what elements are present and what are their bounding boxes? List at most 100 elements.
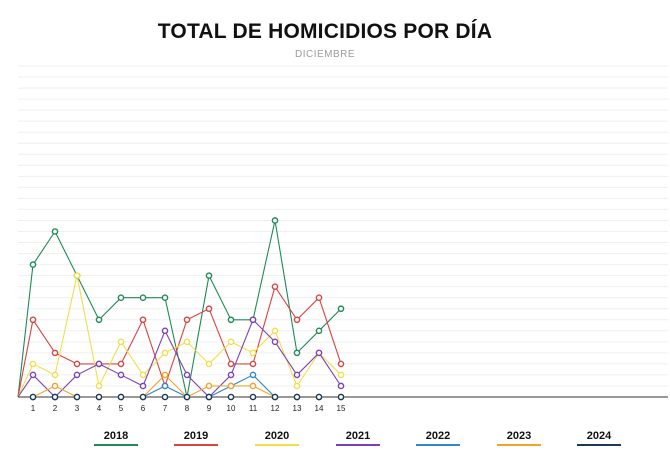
data-point: [95, 382, 103, 390]
data-point: [315, 294, 323, 302]
data-point: [117, 294, 125, 302]
data-point: [205, 305, 213, 313]
data-point: [117, 371, 125, 379]
series-line-2020: [17, 275, 342, 398]
data-point: [271, 217, 279, 224]
x-tick-label: 7: [163, 404, 168, 413]
x-tick-label: 5: [119, 404, 124, 413]
data-point: [139, 393, 147, 401]
data-point: [249, 316, 257, 324]
data-point: [29, 360, 37, 368]
data-point: [29, 393, 37, 401]
data-point: [227, 393, 235, 401]
series-line-2021: [17, 319, 342, 398]
data-point: [337, 382, 345, 390]
data-point: [205, 272, 213, 279]
x-tick-label: 11: [249, 404, 258, 413]
x-tick-label: 14: [315, 404, 324, 413]
data-point: [161, 327, 169, 335]
legend-swatch: [497, 444, 541, 446]
data-point: [293, 393, 301, 401]
data-point: [249, 360, 257, 368]
data-point: [337, 305, 345, 313]
data-point: [249, 349, 257, 357]
data-point: [183, 316, 191, 324]
data-point: [161, 294, 169, 302]
legend-item-2024[interactable]: 2024: [569, 430, 629, 446]
legend-swatch: [94, 444, 138, 446]
data-point: [205, 360, 213, 368]
data-point: [161, 371, 169, 379]
data-point: [73, 360, 81, 368]
data-point: [183, 393, 191, 401]
legend-item-2018[interactable]: 2018: [86, 430, 146, 446]
data-point: [205, 382, 213, 390]
legend-label: 2021: [345, 430, 371, 442]
data-point: [249, 382, 257, 390]
legend-label: 2019: [183, 430, 209, 442]
data-point: [117, 360, 125, 368]
data-point: [183, 338, 191, 346]
legend-swatch: [255, 444, 299, 446]
data-point: [249, 371, 257, 379]
data-point: [315, 327, 323, 335]
data-point: [29, 261, 37, 268]
legend-item-2023[interactable]: 2023: [489, 430, 549, 446]
data-point: [293, 371, 301, 379]
data-point: [227, 360, 235, 368]
x-tick-label: 13: [293, 404, 302, 413]
x-tick-label: 4: [97, 404, 102, 413]
legend-swatch: [416, 444, 460, 446]
legend-swatch: [174, 444, 218, 446]
data-point: [73, 371, 81, 379]
x-tick-label: 9: [207, 404, 212, 413]
data-point: [73, 272, 81, 279]
data-point: [29, 316, 37, 324]
x-tick-label: 10: [227, 404, 236, 413]
data-point: [271, 393, 279, 401]
data-point: [51, 382, 59, 390]
data-point: [183, 371, 191, 379]
x-tick-label: 12: [271, 404, 280, 413]
x-tick-label: 2: [53, 404, 58, 413]
data-point: [95, 360, 103, 368]
legend-swatch: [577, 444, 621, 446]
legend-label: 2020: [264, 430, 290, 442]
legend-swatch: [336, 444, 380, 446]
data-point: [51, 228, 59, 235]
data-point: [227, 382, 235, 390]
data-point: [337, 393, 345, 401]
legend-item-2022[interactable]: 2022: [408, 430, 468, 446]
legend-item-2021[interactable]: 2021: [328, 430, 388, 446]
data-point: [51, 393, 59, 401]
x-tick-label: 1: [31, 404, 36, 413]
legend-label: 2022: [425, 430, 451, 442]
data-point: [293, 382, 301, 390]
data-point: [95, 393, 103, 401]
data-point: [161, 382, 169, 390]
legend-item-2020[interactable]: 2020: [247, 430, 307, 446]
data-point: [117, 393, 125, 401]
data-point: [29, 371, 37, 379]
data-point: [293, 316, 301, 324]
data-point: [227, 316, 235, 324]
legend-item-2019[interactable]: 2019: [166, 430, 226, 446]
data-point: [227, 338, 235, 346]
data-point: [51, 371, 59, 379]
data-point: [337, 360, 345, 368]
chart-legend: 2018 2019 2020 2021 2022 2023 2024: [0, 430, 670, 450]
data-point: [315, 349, 323, 357]
data-point: [139, 294, 147, 302]
x-tick-label: 8: [185, 404, 190, 413]
legend-label: 2023: [506, 430, 532, 442]
data-point: [139, 382, 147, 390]
legend-label: 2024: [586, 430, 612, 442]
data-point: [249, 393, 257, 401]
data-point: [161, 393, 169, 401]
data-point: [117, 338, 125, 346]
data-point: [161, 349, 169, 357]
x-tick-label: 6: [141, 404, 146, 413]
data-point: [139, 371, 147, 379]
chart-subtitle: DICIEMBRE: [294, 49, 356, 60]
